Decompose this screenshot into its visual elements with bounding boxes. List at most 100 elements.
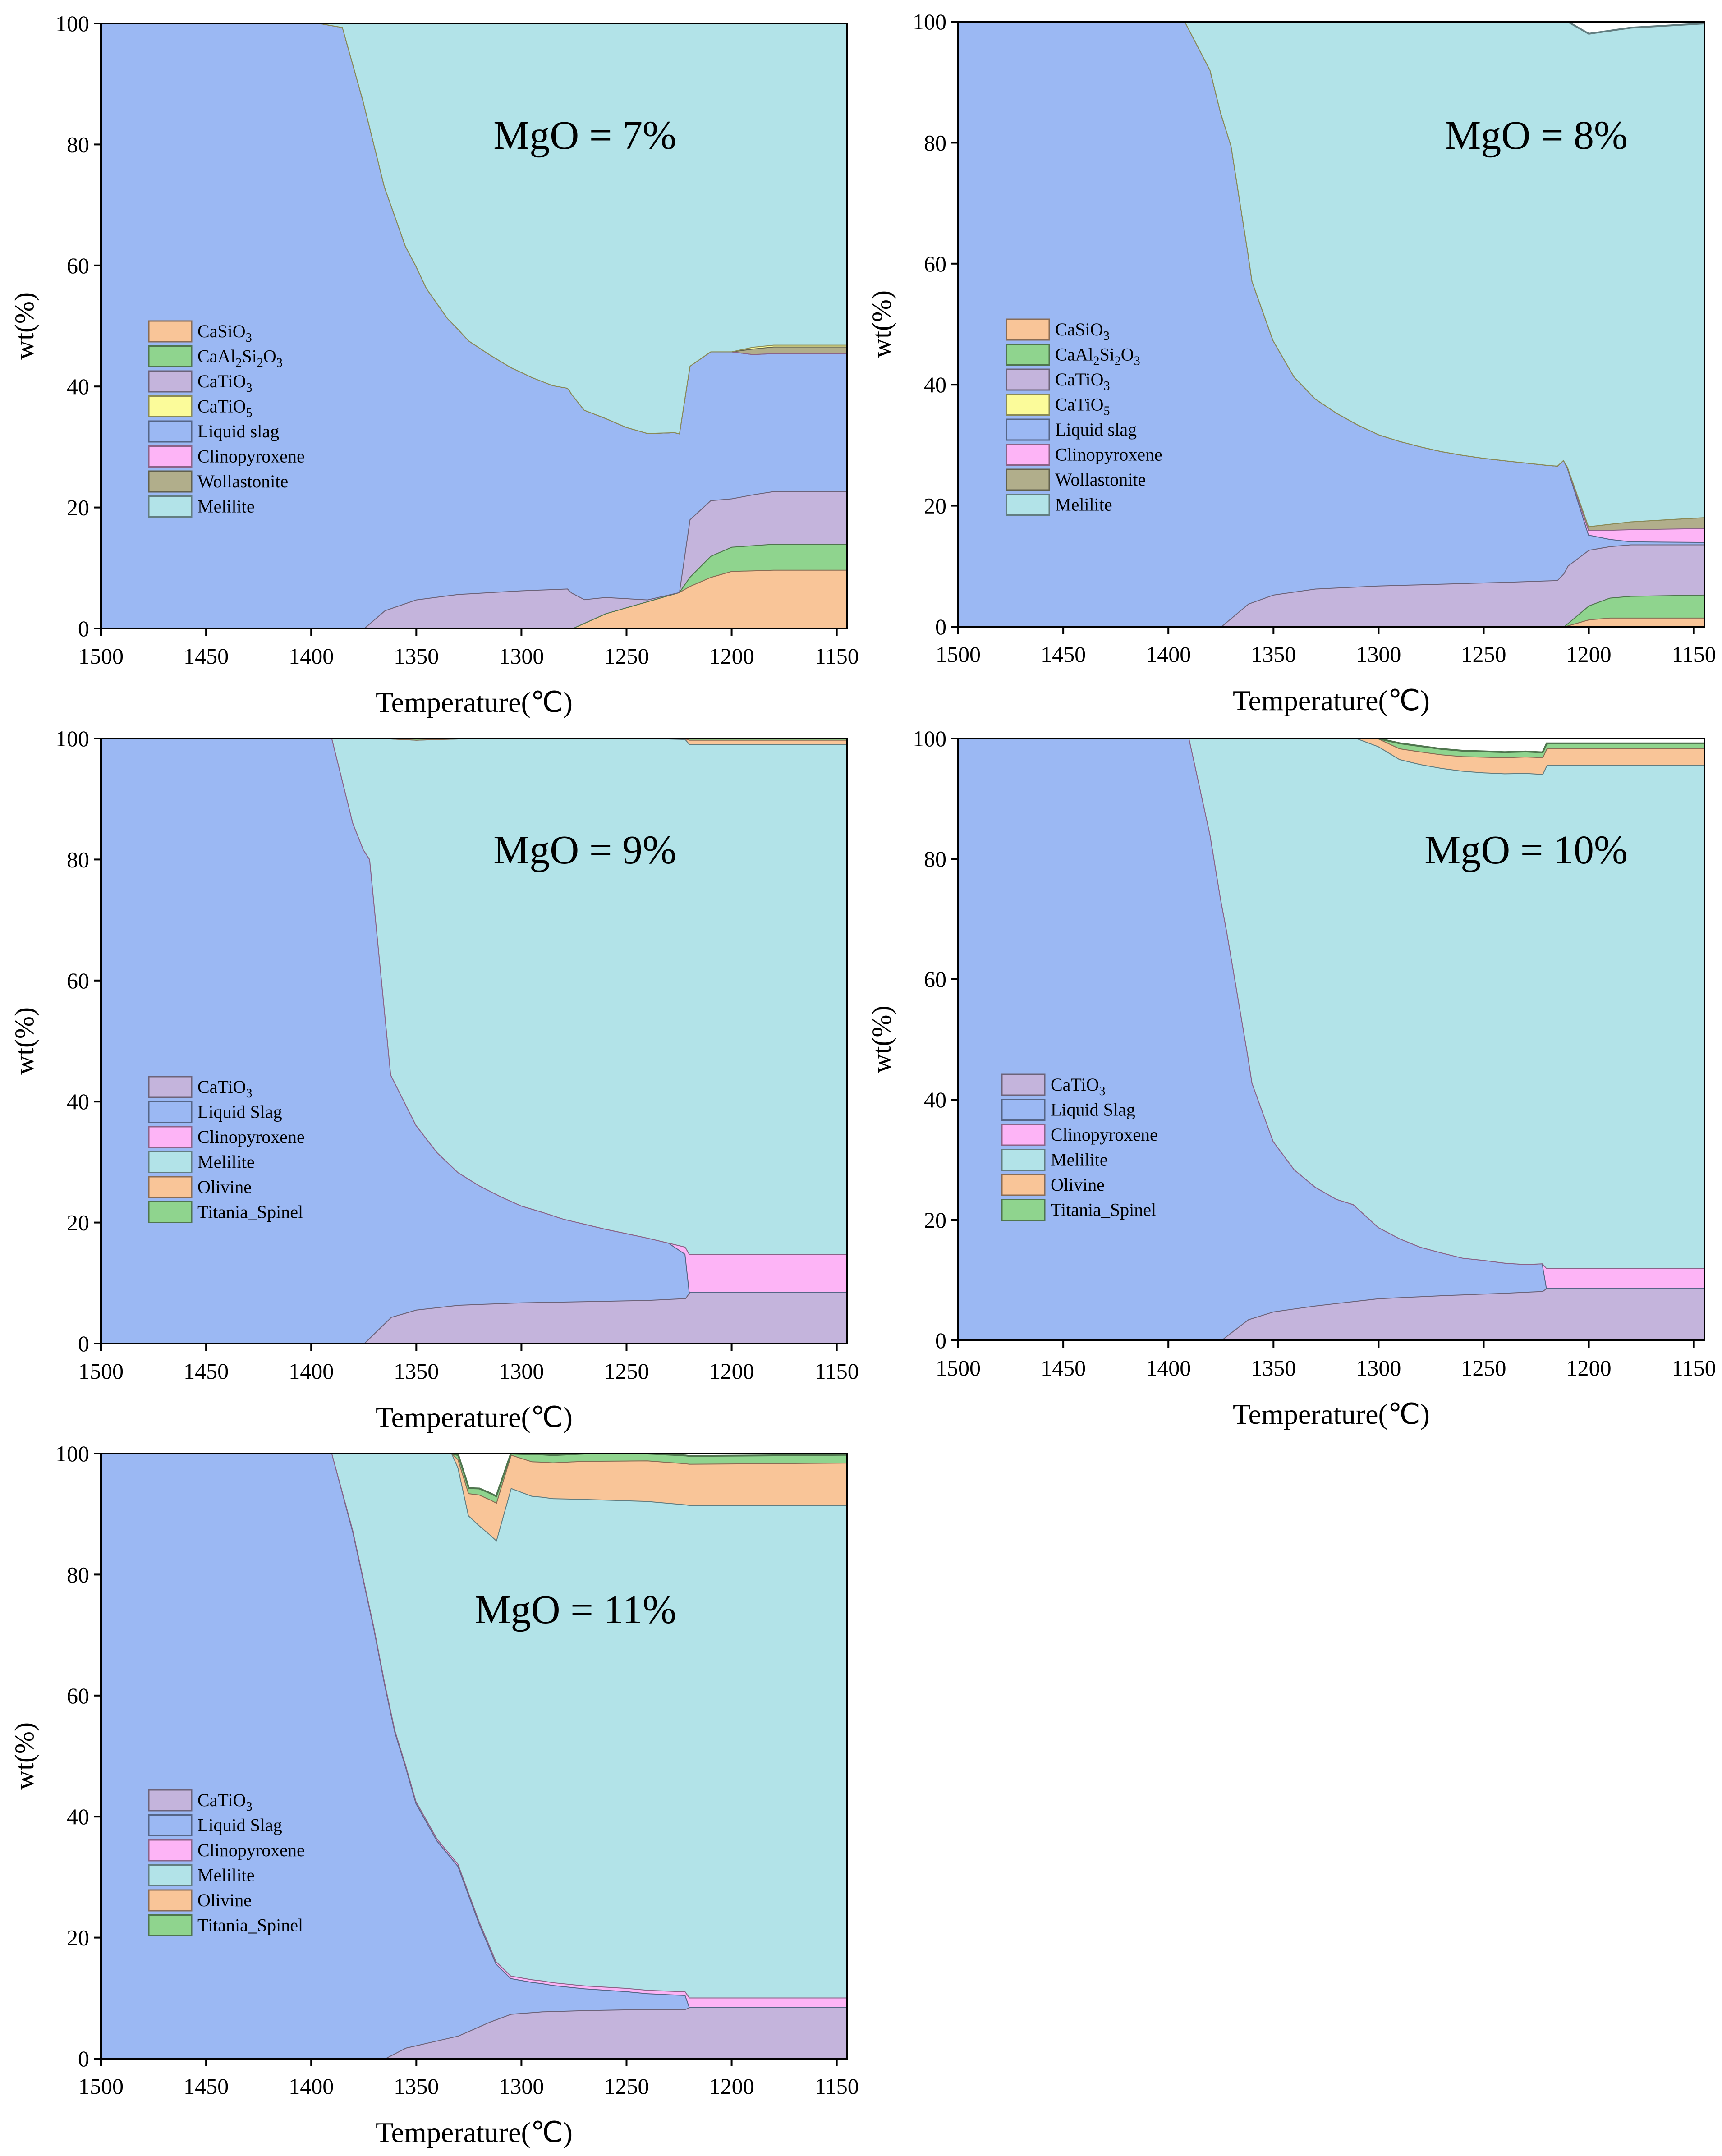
- chart-panel-5: 1500 1450 1400 1350 1300 1250 1200 1150 0 20 40 60 8…: [9, 1441, 859, 2148]
- legend-label: Liquid Slag: [197, 1102, 282, 1122]
- y-tick-label: 20: [924, 1207, 946, 1233]
- y-axis-label: wt(%): [867, 1006, 896, 1073]
- legend-swatch: [148, 1789, 193, 1812]
- panel-title: MgO = 9%: [493, 828, 676, 872]
- legend-swatch: [148, 345, 193, 367]
- x-tick-label: 1150: [815, 1358, 859, 1384]
- legend-label: CaAl2​Si2​O3​: [197, 346, 283, 370]
- y-tick-label: 100: [913, 726, 946, 751]
- area-catio3: [101, 2007, 847, 2059]
- x-tick-label: 1450: [1041, 1355, 1086, 1381]
- legend-label: Melilite: [1051, 1150, 1108, 1170]
- x-axis-label: Temperature(℃): [1233, 684, 1430, 716]
- legend-swatch: [148, 320, 193, 343]
- area-olivine: [101, 739, 847, 744]
- y-tick-label: 20: [67, 1210, 89, 1235]
- x-tick-label: 1300: [499, 1358, 544, 1384]
- legend-swatch: [148, 1914, 193, 1936]
- y-tick-label: 80: [924, 846, 946, 872]
- y-tick-label: 0: [78, 1331, 89, 1356]
- legend-label: Clinopyroxene: [197, 1127, 305, 1147]
- y-tick-label: 80: [924, 130, 946, 155]
- legend-swatch: [148, 1126, 193, 1148]
- area-caal2si2o3: [101, 544, 847, 628]
- x-tick-label: 1450: [184, 1358, 229, 1384]
- x-axis-label: Temperature(℃): [376, 686, 573, 718]
- legend-swatch: [148, 470, 193, 493]
- area-melilite: [958, 739, 1704, 1268]
- x-tick-label: 1150: [815, 643, 859, 669]
- area-caal2si2o3: [958, 594, 1704, 627]
- legend-swatch: [148, 1839, 193, 1862]
- legend-label: Clinopyroxene: [1055, 445, 1162, 465]
- y-axis-label: wt(%): [867, 290, 896, 358]
- panel-title: MgO = 11%: [475, 1587, 676, 1632]
- legend-swatch: [148, 495, 193, 518]
- x-tick-label: 1300: [499, 2073, 544, 2099]
- x-tick-label: 1350: [394, 1358, 439, 1384]
- x-tick-label: 1150: [815, 2073, 859, 2099]
- x-tick-label: 1200: [709, 2073, 754, 2099]
- plot-frame: [100, 1453, 848, 2060]
- x-tick-label: 1500: [78, 1358, 124, 1384]
- y-tick-label: 100: [55, 726, 89, 751]
- x-tick-label: 1250: [604, 1358, 649, 1384]
- area-melilite: [101, 1454, 847, 1998]
- legend-swatch: [1006, 318, 1050, 341]
- legend-label: Clinopyroxene: [197, 446, 305, 467]
- x-tick-label: 1450: [184, 2073, 229, 2099]
- x-tick-label: 1300: [1356, 1355, 1401, 1381]
- x-tick-label: 1250: [1461, 642, 1506, 667]
- y-tick-label: 100: [55, 1441, 89, 1466]
- chart-panel-1: 1500 1450 1400 1350 1300 1250 1200 1150 0 20 40 60 8…: [9, 11, 859, 718]
- y-tick-label: 80: [67, 132, 89, 157]
- area-liquid-slag: [101, 23, 847, 628]
- y-tick-label: 40: [67, 1089, 89, 1114]
- legend-label: Melilite: [1055, 495, 1112, 515]
- legend-label: Melilite: [197, 496, 255, 517]
- x-tick-label: 1400: [289, 643, 334, 669]
- legend-swatch: [148, 1076, 193, 1098]
- x-tick-label: 1350: [1251, 642, 1296, 667]
- legend-label: CaTiO3​: [1055, 369, 1110, 393]
- y-tick-label: 60: [924, 967, 946, 992]
- chart-panel-2: 1500 1450 1400 1350 1300 1250 1200 1150 0 20 40 60 8…: [867, 9, 1716, 716]
- plot-frame: [100, 23, 848, 629]
- chart-panel-4: 1500 1450 1400 1350 1300 1250 1200 1150 0 20 40 60 8…: [867, 726, 1716, 1430]
- area-liquid-slag: [958, 739, 1704, 1340]
- legend-swatch: [148, 1889, 193, 1912]
- legend-label: CaTiO5​: [197, 396, 252, 420]
- legend-label: Liquid slag: [197, 421, 279, 441]
- x-tick-label: 1200: [709, 1358, 754, 1384]
- x-tick-label: 1250: [604, 643, 649, 669]
- y-tick-label: 0: [78, 616, 89, 641]
- area-titania-spinel: [101, 1454, 847, 1503]
- legend-label: Melilite: [197, 1865, 255, 1885]
- legend-label: Wollastonite: [197, 471, 288, 491]
- legend-swatch: [1006, 418, 1050, 441]
- y-tick-label: 0: [78, 2046, 89, 2071]
- y-tick-label: 60: [67, 253, 89, 278]
- legend-swatch: [1001, 1149, 1046, 1171]
- area-catio3: [101, 491, 847, 628]
- x-tick-label: 1400: [289, 2073, 334, 2099]
- y-tick-label: 20: [924, 493, 946, 518]
- legend-label: CaTiO5​: [1055, 395, 1110, 418]
- legend-label: CaTiO3​: [1051, 1074, 1105, 1098]
- legend-swatch: [1006, 368, 1050, 391]
- legend-label: Olivine: [1051, 1174, 1105, 1195]
- legend-label: Clinopyroxene: [197, 1840, 305, 1860]
- area-liquid-slag: [958, 22, 1704, 627]
- area-catio3: [958, 1288, 1704, 1340]
- y-tick-label: 0: [935, 614, 946, 639]
- x-tick-label: 1200: [1566, 642, 1612, 667]
- x-tick-label: 1350: [394, 643, 439, 669]
- legend-swatch: [1001, 1174, 1046, 1196]
- y-axis-label: wt(%): [9, 292, 39, 360]
- legend-label: Clinopyroxene: [1051, 1124, 1158, 1145]
- legend-swatch: [148, 1101, 193, 1123]
- x-tick-label: 1500: [936, 642, 981, 667]
- legend-label: Olivine: [197, 1177, 252, 1197]
- legend-label: CaTiO3​: [197, 1790, 252, 1814]
